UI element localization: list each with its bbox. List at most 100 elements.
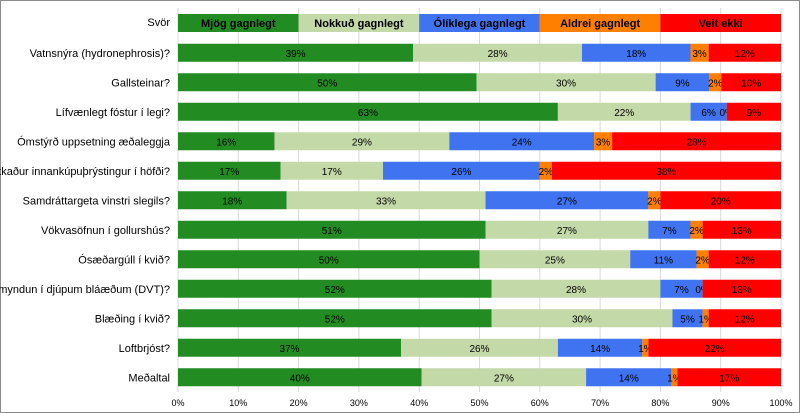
- data-label: 52%: [325, 285, 345, 296]
- data-label: 17%: [322, 167, 342, 178]
- bar-segment: [485, 220, 649, 239]
- bar-segment: [726, 102, 781, 121]
- data-label: 11%: [654, 255, 673, 266]
- data-label: 12%: [735, 49, 755, 60]
- data-label: 25%: [545, 255, 565, 266]
- bar-segment: [594, 132, 613, 151]
- x-tick-label: 30%: [350, 398, 368, 408]
- data-label: 10%: [741, 78, 761, 89]
- bar-segment: [178, 250, 480, 269]
- bar-segment: [178, 132, 275, 151]
- legend-entry: Nokkuð gagnlegt: [314, 18, 404, 30]
- data-label: 27%: [557, 226, 577, 237]
- bar-segment: [696, 250, 709, 269]
- data-label: 29%: [352, 137, 372, 148]
- data-label: 3%: [596, 137, 611, 148]
- bar-segment: [178, 338, 402, 357]
- data-label: 7%: [674, 285, 689, 296]
- bar-segment: [178, 220, 486, 239]
- data-label: 2%: [647, 196, 662, 207]
- bar-segment: [648, 338, 781, 357]
- bar-segment: [485, 191, 649, 210]
- bar-segment: [655, 73, 710, 92]
- x-tick-label: 40%: [410, 398, 428, 408]
- legend-title: Svör: [147, 17, 170, 29]
- x-tick-label: 0%: [171, 398, 184, 408]
- bar-segment: [178, 309, 492, 328]
- data-label: 2%: [695, 255, 710, 266]
- category-label: Samdráttargeta vinstri slegils?: [23, 195, 170, 207]
- data-label: 22%: [614, 108, 634, 119]
- bar-segment: [178, 102, 558, 121]
- bar-segment: [383, 161, 540, 180]
- bar-segment: [286, 191, 486, 210]
- legend-swatch: [298, 14, 420, 32]
- data-label: 63%: [358, 108, 378, 119]
- x-tick-label: 90%: [712, 398, 730, 408]
- x-tick-label: 80%: [651, 398, 669, 408]
- category-label: Ósæðargúll í kvið?: [78, 253, 170, 266]
- data-label: 26%: [451, 167, 471, 178]
- bar-segment: [648, 191, 661, 210]
- data-label: 37%: [280, 344, 300, 355]
- data-label: 20%: [711, 196, 731, 207]
- bar-segment: [672, 309, 703, 328]
- category-label: Segamyndun í djúpum bláæðum (DVT)?: [0, 284, 170, 296]
- data-label: 9%: [747, 108, 762, 119]
- bar-segment: [479, 250, 631, 269]
- data-label: 28%: [566, 285, 586, 296]
- bar-segment: [280, 161, 384, 180]
- legend-swatch: [419, 14, 540, 32]
- data-label: 18%: [626, 49, 646, 60]
- bar-segment: [702, 309, 709, 328]
- bar-segment: [557, 102, 691, 121]
- bar-segment: [178, 73, 477, 92]
- data-label: 18%: [222, 196, 242, 207]
- data-label: 17%: [219, 167, 239, 178]
- x-tick-label: 50%: [470, 398, 488, 408]
- data-label: 1%: [698, 314, 713, 325]
- data-label: 13%: [732, 226, 752, 237]
- data-label: 40%: [290, 373, 310, 384]
- bar-segment: [642, 338, 649, 357]
- x-tick-label: 70%: [591, 398, 609, 408]
- bar-segment: [401, 338, 558, 357]
- category-label: Loftbrjóst?: [119, 343, 170, 355]
- category-label: Lífvænlegt fóstur í legi?: [56, 107, 170, 119]
- bar-segment: [702, 220, 781, 239]
- data-label: 12%: [735, 255, 755, 266]
- bar-segment: [690, 43, 709, 62]
- data-label: 7%: [662, 226, 677, 237]
- data-label: 17%: [719, 373, 739, 384]
- data-label: 30%: [572, 314, 592, 325]
- bar-segment: [491, 309, 673, 328]
- data-label: 14%: [619, 373, 639, 384]
- bar-segment: [660, 191, 781, 210]
- x-tick-label: 60%: [531, 398, 549, 408]
- data-label: 6%: [701, 108, 716, 119]
- bar-segment: [709, 73, 722, 92]
- data-label: 12%: [735, 314, 755, 325]
- bar-segment: [708, 250, 781, 269]
- x-tick-label: 20%: [290, 398, 308, 408]
- bar-segment: [476, 73, 656, 92]
- data-label: 28%: [488, 49, 508, 60]
- legend-entry: Mjög gagnlegt: [201, 18, 276, 30]
- bar-segment: [708, 43, 781, 62]
- data-label: 27%: [494, 373, 514, 384]
- bar-segment: [660, 279, 703, 298]
- x-tick-label: 10%: [229, 398, 247, 408]
- category-label: Vatnsnýra (hydronephrosis)?: [30, 48, 170, 60]
- category-label: Gallsteinar?: [111, 77, 170, 89]
- category-label: Meðaltal: [128, 372, 170, 384]
- data-label: 22%: [705, 344, 725, 355]
- data-label: 51%: [322, 226, 342, 237]
- legend-swatch: [660, 14, 781, 32]
- bar-segment: [178, 43, 414, 62]
- bar-segment: [178, 161, 281, 180]
- data-label: 50%: [317, 78, 337, 89]
- data-label: 1%: [667, 373, 682, 384]
- legend-swatch: [539, 14, 661, 32]
- bar-segment: [612, 132, 781, 151]
